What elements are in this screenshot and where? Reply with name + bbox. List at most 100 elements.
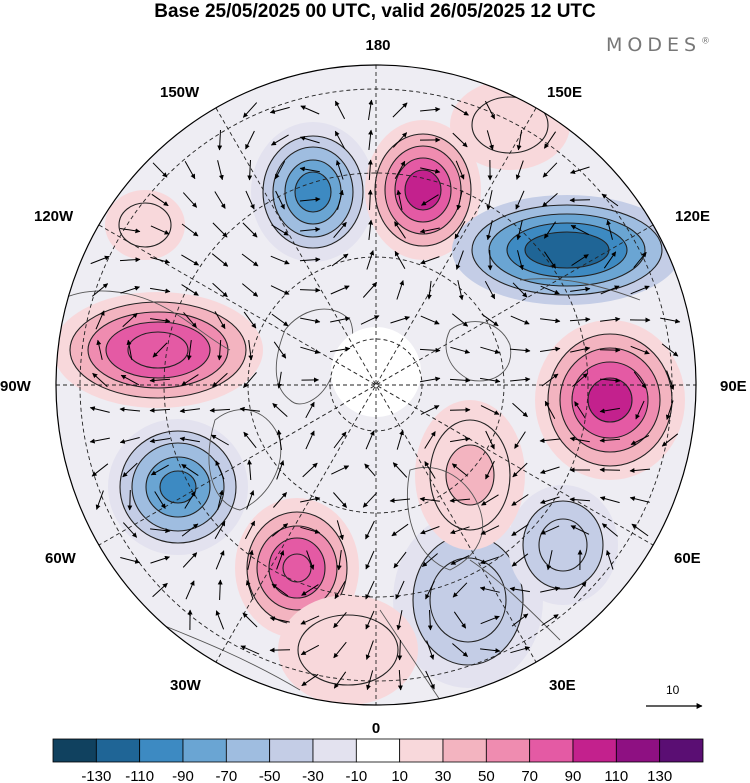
wind-vector bbox=[150, 287, 171, 294]
wind-vector bbox=[119, 406, 141, 412]
wind-vector bbox=[484, 100, 496, 120]
wind-vector bbox=[540, 318, 561, 324]
wind-vector bbox=[661, 343, 679, 357]
wind-vector bbox=[150, 256, 171, 264]
wind-vector bbox=[181, 523, 199, 537]
wind-vector bbox=[574, 401, 586, 419]
colorbar-swatch bbox=[529, 738, 574, 763]
colorbar-swatch bbox=[442, 738, 487, 763]
wind-vector bbox=[543, 131, 557, 149]
wind-vector bbox=[451, 463, 469, 477]
brand-logo: MODES® bbox=[606, 34, 710, 56]
brand-mark: ® bbox=[701, 36, 711, 47]
wind-vector bbox=[481, 494, 499, 506]
wind-vector bbox=[122, 312, 138, 328]
wind-vector bbox=[480, 556, 500, 565]
wind-vector bbox=[270, 285, 290, 295]
wind-vector bbox=[426, 640, 435, 660]
wind-vector bbox=[300, 346, 321, 354]
wind-vector bbox=[485, 460, 495, 480]
wind-vector bbox=[185, 580, 195, 600]
contour-3-4 bbox=[127, 331, 189, 369]
anomaly-5-band-4 bbox=[160, 471, 196, 503]
wind-vector bbox=[89, 437, 110, 444]
wind-vector bbox=[126, 339, 133, 360]
wind-vector bbox=[455, 250, 464, 270]
wind-vector bbox=[212, 282, 228, 298]
wind-vector bbox=[95, 310, 105, 330]
wind-vector bbox=[480, 405, 500, 415]
wind-vector bbox=[368, 129, 374, 150]
wind-vector bbox=[334, 581, 346, 600]
lon-label-30w: 30W bbox=[170, 677, 202, 694]
wind-vector bbox=[276, 429, 282, 450]
wind-vector bbox=[364, 463, 376, 477]
contour-1-2 bbox=[384, 145, 462, 235]
wind-vector bbox=[243, 372, 257, 388]
wind-vector bbox=[243, 431, 257, 449]
wind-vector bbox=[299, 136, 320, 144]
wind-vector bbox=[390, 315, 410, 324]
wind-vector bbox=[365, 610, 375, 630]
wind-vector bbox=[484, 280, 496, 300]
contour-1-3 bbox=[394, 157, 452, 223]
wind-vector bbox=[362, 282, 378, 298]
wind-vector bbox=[239, 406, 260, 412]
wind-vector bbox=[510, 315, 530, 325]
wind-vector bbox=[212, 372, 228, 388]
wind-vector bbox=[451, 104, 469, 116]
wind-vector bbox=[120, 228, 141, 234]
wind-vector bbox=[300, 496, 321, 503]
wind-vector bbox=[452, 582, 468, 598]
wind-vector bbox=[392, 132, 408, 148]
colorbar-swatch bbox=[139, 738, 184, 763]
wind-vector bbox=[90, 255, 110, 265]
wind-vector bbox=[152, 342, 168, 358]
wind-vector bbox=[269, 616, 290, 623]
wind-vector bbox=[629, 468, 651, 473]
contour-4-2 bbox=[559, 347, 661, 453]
wind-vector bbox=[120, 285, 140, 294]
wind-vector bbox=[305, 401, 315, 419]
contour-3-1 bbox=[69, 301, 247, 399]
wind-vector bbox=[516, 220, 523, 241]
wind-vector bbox=[425, 670, 435, 690]
wind-vector bbox=[330, 285, 350, 295]
wind-vector bbox=[569, 497, 591, 503]
colorbar-swatch bbox=[355, 738, 401, 763]
wind-vector bbox=[540, 496, 560, 505]
wind-vector bbox=[276, 550, 285, 570]
wind-vector bbox=[629, 496, 650, 503]
wind-vector bbox=[331, 253, 349, 267]
wind-vector bbox=[211, 253, 229, 267]
wind-vector bbox=[243, 311, 257, 329]
wind-vector bbox=[450, 346, 471, 354]
wind-vector bbox=[247, 549, 254, 570]
wind-vector bbox=[425, 580, 435, 600]
wind-vector bbox=[306, 550, 315, 570]
wind-vector bbox=[300, 644, 320, 656]
wind-vector bbox=[301, 673, 319, 687]
wind-vector bbox=[600, 316, 621, 322]
wind-vector bbox=[419, 496, 440, 502]
wind-vector bbox=[181, 254, 200, 266]
colorbar-swatch bbox=[182, 738, 227, 763]
wind-vector bbox=[394, 221, 406, 239]
wind-vector bbox=[517, 250, 524, 271]
wind-vector bbox=[571, 254, 589, 266]
wind-vector bbox=[245, 190, 255, 210]
wind-vector bbox=[452, 132, 468, 148]
wind-vector bbox=[480, 648, 501, 654]
colorbar-swatch bbox=[572, 738, 617, 763]
colorbar-swatch bbox=[95, 738, 141, 763]
wind-vector bbox=[179, 408, 200, 414]
wind-vector bbox=[450, 526, 470, 535]
colorbar-tick-label: -90 bbox=[172, 768, 194, 783]
wind-vector bbox=[481, 313, 499, 327]
wind-vector bbox=[182, 192, 198, 208]
wind-vector bbox=[248, 340, 254, 361]
wind-vector bbox=[179, 436, 200, 443]
wind-vector bbox=[245, 130, 255, 150]
wind-vector bbox=[367, 159, 373, 181]
